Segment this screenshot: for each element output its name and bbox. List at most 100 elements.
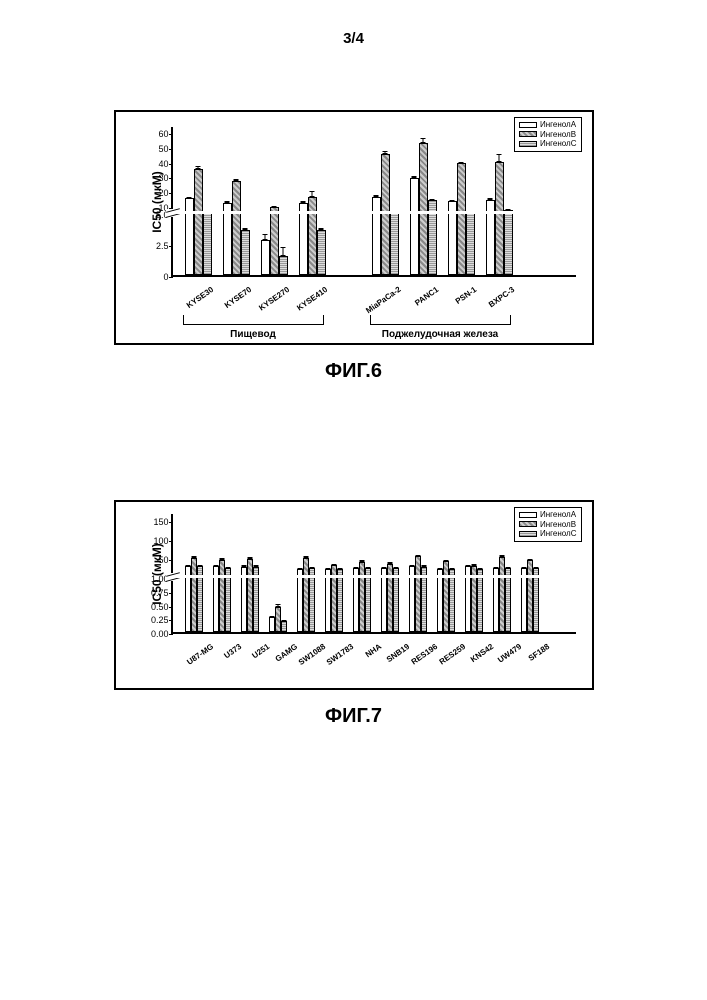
error-bar — [479, 568, 480, 569]
error-bar — [389, 562, 390, 564]
group-brace — [370, 315, 511, 325]
error-bar — [312, 191, 313, 197]
bar — [390, 212, 399, 275]
error-bar — [311, 567, 312, 568]
x-axis-label: KYSE30 — [177, 285, 215, 315]
error-bar — [467, 565, 468, 566]
figure-7-caption: ФИГ.7 — [325, 705, 382, 728]
bar — [232, 181, 241, 275]
error-bar — [367, 567, 368, 568]
error-bar — [535, 567, 536, 568]
error-bar — [255, 565, 256, 566]
error-bar — [339, 568, 340, 569]
error-bar — [395, 567, 396, 568]
bar — [410, 178, 419, 275]
x-axis-label: KYSE70 — [215, 285, 253, 315]
x-axis-label: PANC1 — [402, 285, 440, 315]
bar — [185, 198, 194, 275]
y-tick-label: 50 — [158, 555, 172, 565]
error-bar — [355, 567, 356, 568]
bar — [279, 256, 288, 275]
bar — [241, 230, 250, 275]
x-axis-label: KYSE270 — [253, 285, 291, 315]
error-bar — [501, 555, 502, 557]
group-label: Пищевод — [183, 329, 324, 340]
bar — [308, 197, 317, 275]
error-bar — [423, 565, 424, 566]
x-axis-label: PSN-1 — [440, 285, 478, 315]
y-tick-label: 60 — [158, 129, 172, 139]
error-bar — [508, 209, 509, 210]
error-bar — [385, 151, 386, 154]
error-bar — [461, 162, 462, 163]
error-bar — [215, 565, 216, 566]
error-bar — [227, 201, 228, 202]
page-number: 3/4 — [343, 30, 364, 47]
error-bar — [490, 198, 491, 200]
group-label: Поджелудочная железа — [370, 329, 511, 340]
error-bar — [198, 166, 199, 169]
error-bar — [199, 565, 200, 566]
error-bar — [245, 228, 246, 230]
bar — [194, 169, 203, 275]
error-bar — [249, 557, 250, 559]
error-bar — [376, 195, 377, 196]
error-bar — [495, 567, 496, 568]
error-bar — [327, 568, 328, 569]
error-bar — [414, 176, 415, 177]
error-bar — [499, 154, 500, 161]
bar — [457, 163, 466, 275]
error-bar — [507, 567, 508, 568]
group-brace — [183, 315, 324, 325]
error-bar — [333, 564, 334, 566]
error-bar — [432, 199, 433, 200]
figure-6-container: IC50 (мкМ)ИнгенолAИнгенолBИнгенолC02.55.… — [114, 110, 594, 345]
error-bar — [451, 568, 452, 569]
error-bar — [321, 228, 322, 230]
error-bar — [445, 560, 446, 562]
y-tick-label: 0.75 — [151, 588, 173, 598]
error-bar — [187, 565, 188, 566]
y-tick-label: 100 — [153, 536, 172, 546]
y-tick-label: 0.50 — [151, 602, 173, 612]
x-axis-label: BXPC-3 — [478, 285, 516, 315]
error-bar — [243, 565, 244, 566]
chart-plot: 02.55.0102030405060KYSE30KYSE70KYSE270KY… — [171, 127, 576, 277]
bar — [477, 569, 483, 632]
error-bar — [221, 558, 222, 560]
bar — [419, 143, 428, 275]
error-bar — [523, 567, 524, 568]
bar — [203, 212, 212, 275]
error-bar — [411, 565, 412, 566]
bar — [261, 240, 270, 275]
error-bar — [423, 138, 424, 142]
y-tick-label: 0.25 — [151, 615, 173, 625]
bar — [449, 569, 455, 632]
bar — [495, 162, 504, 275]
bar — [317, 230, 326, 275]
error-bar — [299, 568, 300, 569]
bar — [270, 207, 279, 275]
error-bar — [283, 247, 284, 257]
chart-plot: 0.000.250.500.751.0050100150U87-MGU373U2… — [171, 514, 576, 634]
figure-7-container: IC50 (мкМ)ИнгенолAИнгенолBИнгенолC0.000.… — [114, 500, 594, 690]
y-tick-label: 150 — [153, 517, 172, 527]
error-bar — [417, 555, 418, 557]
x-axis-label: KYSE410 — [291, 285, 329, 315]
axis-break-gap — [173, 211, 576, 214]
axis-break-gap — [173, 575, 576, 578]
bar — [381, 154, 390, 275]
bar — [372, 197, 381, 275]
bar — [504, 210, 513, 275]
x-axis-label: MiaPaCa-2 — [364, 285, 402, 315]
y-tick-label: 0 — [163, 272, 172, 282]
error-bar — [283, 620, 284, 621]
error-bar — [271, 616, 272, 618]
error-bar — [274, 206, 275, 207]
error-bar — [189, 197, 190, 198]
error-bar — [473, 564, 474, 566]
error-bar — [439, 568, 440, 569]
y-tick-label: 50 — [158, 144, 172, 154]
error-bar — [452, 200, 453, 201]
error-bar — [277, 604, 278, 607]
